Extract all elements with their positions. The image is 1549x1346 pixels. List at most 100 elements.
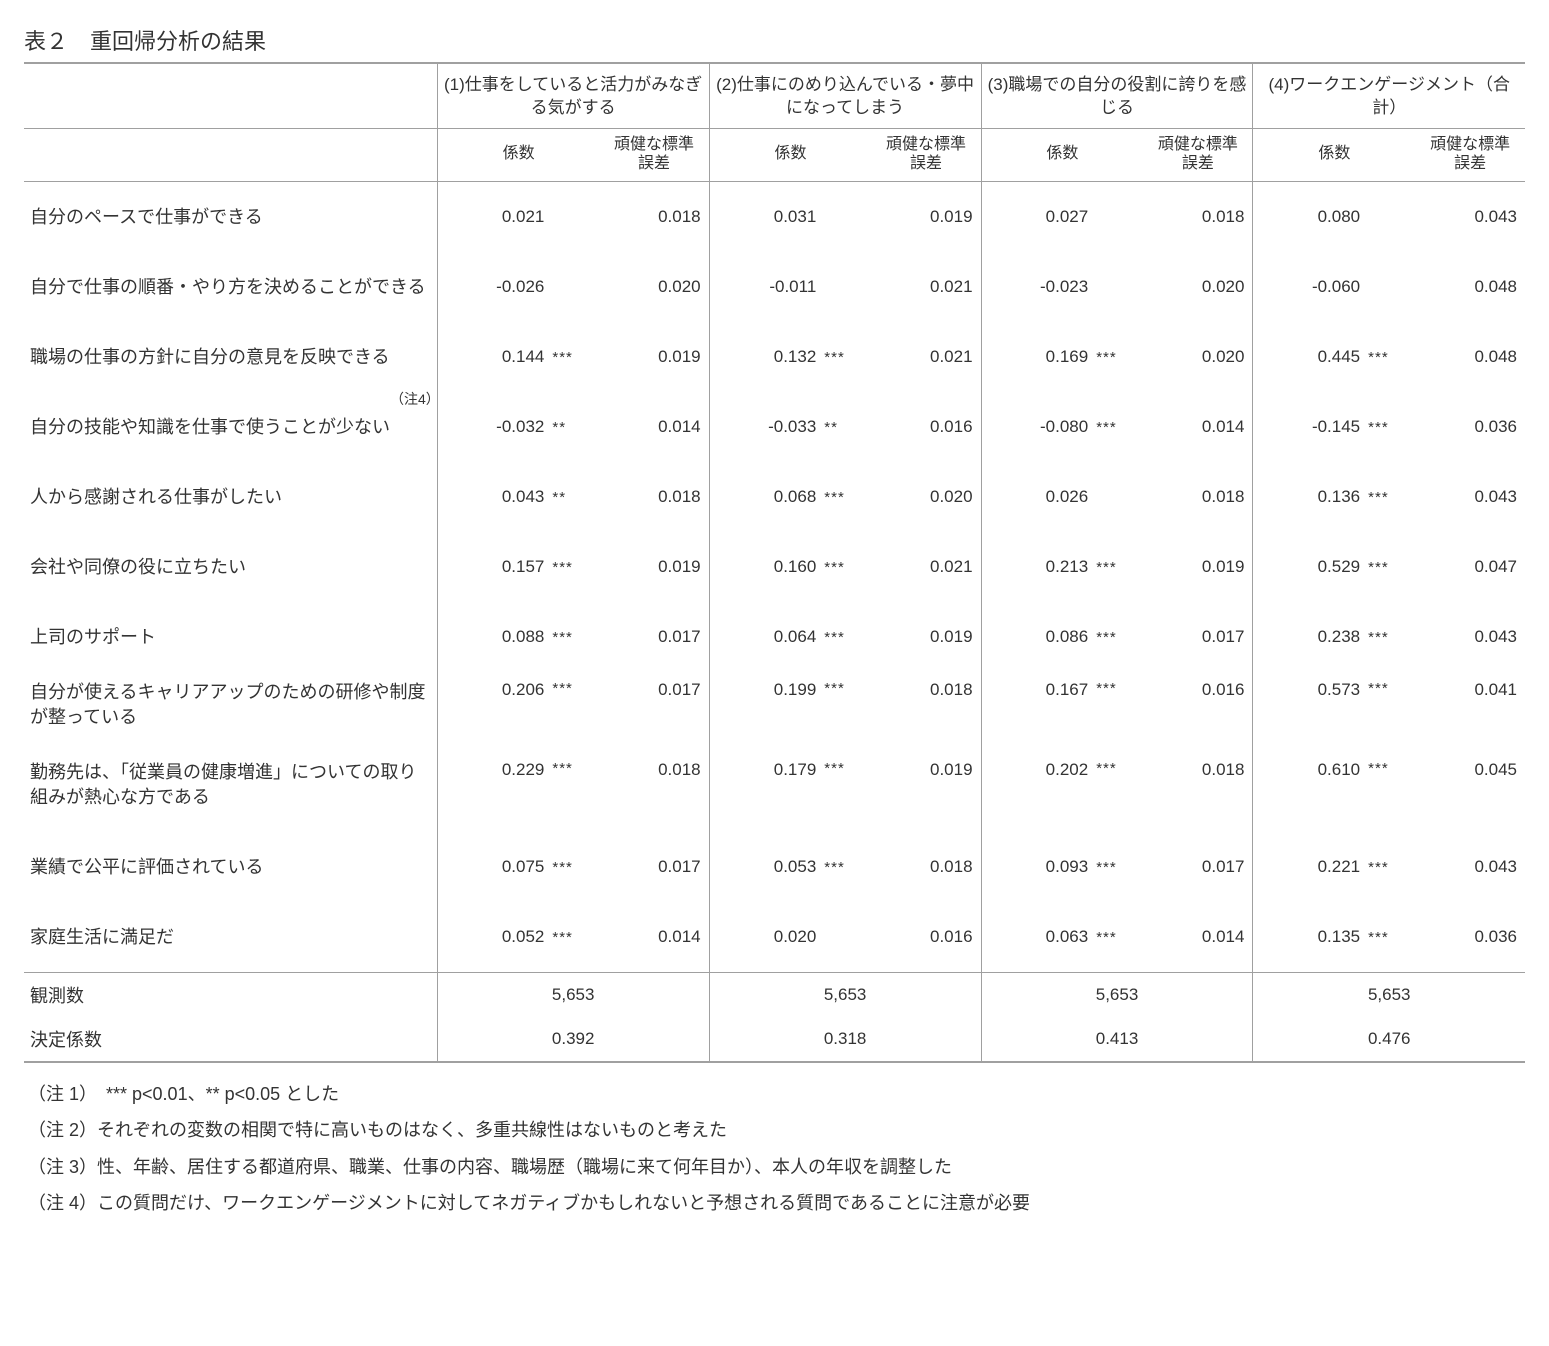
row-label: 自分のペースで仕事ができる xyxy=(24,182,437,253)
subhdr-se: 頑健な標準 誤差 xyxy=(1415,128,1525,181)
sig-cell: *** xyxy=(820,832,871,902)
row-label: 人から感謝される仕事がしたい xyxy=(24,462,437,532)
row-label: 自分が使えるキャリアアップのための研修や制度が整っている xyxy=(24,672,437,752)
se-cell: 0.048 xyxy=(1415,252,1525,322)
summary-value: 5,653 xyxy=(1253,973,1525,1018)
subhdr-coef: 係数 xyxy=(437,128,599,181)
sig-cell xyxy=(820,182,871,253)
coef-cell: 0.144 xyxy=(437,322,548,392)
coef-cell: 0.213 xyxy=(981,532,1092,602)
se-cell: 0.020 xyxy=(1143,322,1253,392)
coef-cell: 0.088 xyxy=(437,602,548,672)
sig-cell: *** xyxy=(1364,462,1415,532)
se-cell: 0.017 xyxy=(1143,832,1253,902)
sig-cell: *** xyxy=(548,602,599,672)
coef-cell: -0.145 xyxy=(1253,392,1364,462)
sig-cell: *** xyxy=(1364,322,1415,392)
note-4: （注 4）この質問だけ、ワークエンゲージメントに対してネガティブかもしれないと予… xyxy=(28,1186,1525,1220)
sig-cell: *** xyxy=(820,752,871,832)
coef-cell: 0.132 xyxy=(709,322,820,392)
summary-row: 観測数5,6535,6535,6535,653 xyxy=(24,973,1525,1018)
se-cell: 0.019 xyxy=(599,322,709,392)
sig-cell xyxy=(1092,462,1143,532)
subhdr-se: 頑健な標準 誤差 xyxy=(1143,128,1253,181)
table-row: 上司のサポート0.088***0.0170.064***0.0190.086**… xyxy=(24,602,1525,672)
sig-cell xyxy=(820,902,871,973)
coef-cell: -0.026 xyxy=(437,252,548,322)
sig-cell: ** xyxy=(820,392,871,462)
summary-value: 5,653 xyxy=(981,973,1253,1018)
coef-cell: -0.080 xyxy=(981,392,1092,462)
se-cell: 0.014 xyxy=(1143,902,1253,973)
sig-cell: *** xyxy=(548,752,599,832)
se-cell: 0.019 xyxy=(871,602,981,672)
se-cell: 0.018 xyxy=(871,832,981,902)
sig-cell: *** xyxy=(820,602,871,672)
se-cell: 0.018 xyxy=(599,182,709,253)
se-cell: 0.016 xyxy=(871,902,981,973)
sig-cell: *** xyxy=(1092,832,1143,902)
sig-cell: *** xyxy=(1092,532,1143,602)
row-label: 勤務先は、「従業員の健康増進」についての取り組みが熱心な方である xyxy=(24,752,437,832)
coef-cell: 0.093 xyxy=(981,832,1092,902)
se-cell: 0.020 xyxy=(871,462,981,532)
row-label: 職場の仕事の方針に自分の意見を反映できる xyxy=(24,322,437,392)
se-cell: 0.021 xyxy=(871,322,981,392)
se-cell: 0.018 xyxy=(871,672,981,752)
coef-cell: 0.086 xyxy=(981,602,1092,672)
sig-cell xyxy=(1092,182,1143,253)
summary-label: 決定係数 xyxy=(24,1017,437,1062)
sig-cell: *** xyxy=(1092,752,1143,832)
coef-cell: 0.179 xyxy=(709,752,820,832)
sig-cell: *** xyxy=(1092,392,1143,462)
sig-cell: *** xyxy=(548,832,599,902)
sig-cell: *** xyxy=(820,532,871,602)
row-label: 上司のサポート xyxy=(24,602,437,672)
se-cell: 0.021 xyxy=(871,532,981,602)
summary-value: 5,653 xyxy=(709,973,981,1018)
se-cell: 0.036 xyxy=(1415,392,1525,462)
subhdr-se: 頑健な標準 誤差 xyxy=(871,128,981,181)
sig-cell: *** xyxy=(1364,532,1415,602)
sig-cell: *** xyxy=(548,532,599,602)
summary-value: 0.413 xyxy=(981,1017,1253,1062)
se-cell: 0.043 xyxy=(1415,832,1525,902)
coef-cell: -0.023 xyxy=(981,252,1092,322)
coef-cell: 0.027 xyxy=(981,182,1092,253)
coef-cell: 0.064 xyxy=(709,602,820,672)
se-cell: 0.043 xyxy=(1415,462,1525,532)
note-2: （注 2）それぞれの変数の相関で特に高いものはなく、多重共線性はないものと考えた xyxy=(28,1113,1525,1147)
coef-cell: 0.021 xyxy=(437,182,548,253)
se-cell: 0.014 xyxy=(599,392,709,462)
se-cell: 0.017 xyxy=(599,832,709,902)
se-cell: 0.019 xyxy=(871,182,981,253)
sig-cell xyxy=(548,182,599,253)
table-row: 人から感謝される仕事がしたい0.043**0.0180.068***0.0200… xyxy=(24,462,1525,532)
sig-cell: *** xyxy=(820,462,871,532)
coef-cell: 0.160 xyxy=(709,532,820,602)
se-cell: 0.014 xyxy=(599,902,709,973)
summary-value: 0.476 xyxy=(1253,1017,1525,1062)
coef-cell: -0.032 xyxy=(437,392,548,462)
coef-cell: 0.026 xyxy=(981,462,1092,532)
sig-cell: *** xyxy=(1364,752,1415,832)
sig-cell: *** xyxy=(548,902,599,973)
se-cell: 0.048 xyxy=(1415,322,1525,392)
header-row-2: 係数 頑健な標準 誤差 係数 頑健な標準 誤差 係数 頑健な標準 誤差 係数 頑… xyxy=(24,128,1525,181)
coef-cell: 0.229 xyxy=(437,752,548,832)
coef-cell: 0.610 xyxy=(1253,752,1364,832)
coef-cell: 0.167 xyxy=(981,672,1092,752)
sig-cell: *** xyxy=(1364,602,1415,672)
coef-cell: 0.075 xyxy=(437,832,548,902)
se-cell: 0.020 xyxy=(599,252,709,322)
sig-cell: *** xyxy=(548,322,599,392)
coef-cell: 0.238 xyxy=(1253,602,1364,672)
row-label: 会社や同僚の役に立ちたい xyxy=(24,532,437,602)
summary-value: 0.318 xyxy=(709,1017,981,1062)
se-cell: 0.045 xyxy=(1415,752,1525,832)
note-1: （注 1） *** p<0.01、** p<0.05 とした xyxy=(28,1077,1525,1111)
note-3: （注 3）性、年齢、居住する都道府県、職業、仕事の内容、職場歴（職場に来て何年目… xyxy=(28,1150,1525,1184)
sig-cell: *** xyxy=(820,322,871,392)
table-row: 自分の技能や知識を仕事で使うことが少ない（注4）-0.032**0.014-0.… xyxy=(24,392,1525,462)
coef-cell: 0.052 xyxy=(437,902,548,973)
